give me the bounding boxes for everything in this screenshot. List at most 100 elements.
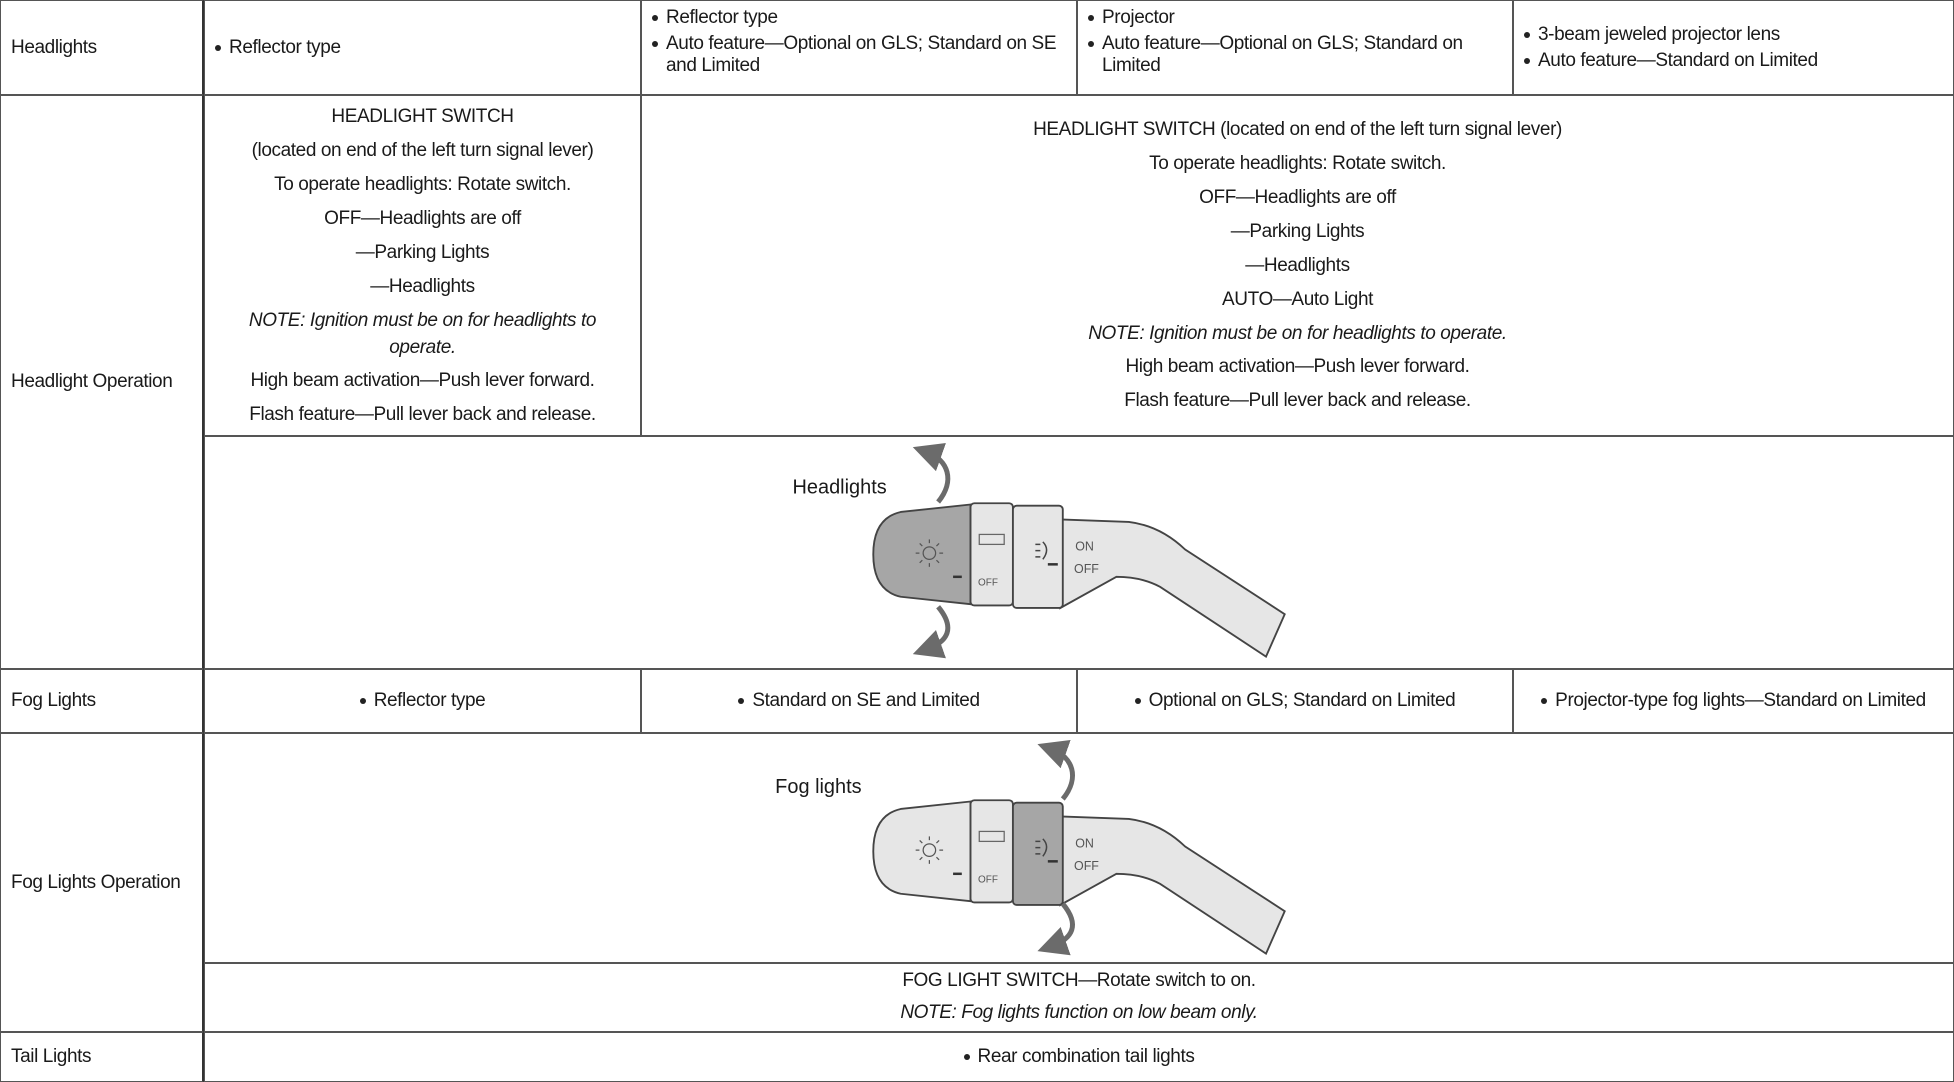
label: Fog Lights Operation	[11, 871, 181, 893]
bullet	[1134, 697, 1141, 704]
fog-icon	[1035, 838, 1048, 857]
bullet	[359, 697, 366, 704]
rotate-arrow	[1037, 740, 1075, 801]
bullet-text: Auto feature—Optional on GLS; Standard o…	[666, 33, 1057, 76]
text-line: AUTO—Auto Light	[1221, 289, 1373, 310]
text-line: HEADLIGHT SWITCH (located on end of the …	[1033, 119, 1562, 140]
text-line: To operate headlights: Rotate switch.	[1149, 153, 1446, 174]
bullet-text: Auto feature—Standard on Limited	[1538, 49, 1818, 71]
table-cell: Reflector type	[204, 669, 641, 733]
light-icon-ray	[935, 839, 940, 844]
bullet-item: Projector-type fog lights—Standard on Li…	[1541, 690, 1926, 712]
bullet-item: Reflector type	[652, 7, 1066, 29]
bullet-item: Projector	[1088, 7, 1502, 29]
bullet-item: 3-beam jeweled projector lens	[1524, 24, 1943, 46]
table-cell: Rear combination tail lights	[204, 1032, 1954, 1082]
off-label: OFF	[1074, 859, 1099, 873]
text-line: (located on end of the left turn signal …	[251, 139, 594, 161]
bullet	[215, 44, 221, 51]
figure-cell: OFF ON OFF Fog lights	[204, 733, 1954, 963]
bullet	[738, 697, 745, 704]
lever-tip	[872, 800, 972, 903]
bullet-text: Projector-type fog lights—Standard on Li…	[1555, 690, 1926, 711]
text-line: High beam activation—Push lever forward.	[250, 369, 595, 391]
table-cell: Projector-type fog lights—Standard on Li…	[1513, 669, 1954, 733]
table-cell: Optional on GLS; Standard on Limited	[1077, 669, 1513, 733]
lever: OFF ON OFF Fog lights	[775, 740, 1286, 956]
light-icon-ray	[935, 856, 940, 861]
bullet-text: Auto feature—Optional on GLS; Standard o…	[1102, 33, 1463, 76]
label: Headlight Operation	[11, 371, 173, 392]
bullet-text: Rear combination tail lights	[977, 1046, 1195, 1067]
bullet	[652, 41, 658, 47]
switch-band	[969, 502, 1014, 607]
note: NOTE: Fog lights function on low beam on…	[900, 1002, 1258, 1023]
light-icon-ray	[935, 542, 940, 547]
row-label: Fog Lights Operation	[0, 733, 204, 1032]
beam-icon	[978, 533, 1005, 546]
row-label: Fog Lights	[0, 669, 204, 733]
table-cell: Standard on SE and Limited	[641, 669, 1077, 733]
text-line: Flash feature—Pull lever back and releas…	[249, 403, 596, 425]
on-label: ON	[1075, 540, 1094, 554]
table-cell: Reflector type Auto feature—Optional on G…	[641, 0, 1077, 95]
bullet	[963, 1053, 970, 1060]
bullet-item: Optional on GLS; Standard on Limited	[1134, 690, 1456, 712]
text-line: OFF—Headlights are off	[1199, 187, 1396, 208]
light-icon-ray	[935, 559, 940, 564]
light-icon	[922, 546, 937, 560]
bullet-text: Standard on SE and Limited	[752, 690, 980, 711]
bullet-item: Auto feature—Optional on GLS; Standard o…	[652, 33, 1066, 77]
light-icon-ray	[919, 559, 923, 564]
light-icon-ray	[919, 542, 923, 547]
bullet-text: Reflector type	[666, 7, 778, 28]
lever-tip	[872, 503, 972, 606]
bullet-item: Auto feature—Optional on GLS; Standard o…	[1088, 33, 1502, 77]
table-cell: Projector Auto feature—Optional on GLS; S…	[1077, 0, 1513, 95]
text-line: —Headlights	[370, 275, 475, 297]
bullet-text: Projector	[1102, 7, 1175, 28]
lever: OFF ON OFF Headlights	[793, 443, 1286, 659]
row-label: Tail Lights	[0, 1032, 204, 1082]
lever-arm	[1059, 815, 1286, 955]
text-line: High beam activation—Push lever forward.	[1125, 356, 1470, 377]
rotate-arrow	[912, 605, 951, 659]
off-label: OFF	[1074, 562, 1099, 576]
on-label: ON	[1075, 837, 1094, 851]
bullet	[1541, 697, 1548, 704]
bullet-item: Standard on SE and Limited	[738, 690, 980, 712]
bullet	[652, 15, 658, 21]
text-line: —Headlights	[1245, 255, 1350, 276]
bullet-item: Rear combination tail lights	[963, 1046, 1195, 1068]
bullet	[1088, 15, 1094, 21]
lever-arm	[1059, 518, 1286, 658]
row-label: Headlights	[0, 0, 204, 95]
beam-icon	[978, 830, 1005, 843]
lever-diagram: OFF ON OFF Fog lights	[775, 740, 1286, 956]
figure-caption: Fog lights	[775, 776, 861, 798]
label: Headlights	[11, 36, 97, 58]
light-icon-ray	[919, 856, 923, 861]
text-line: FOG LIGHT SWITCH—Rotate switch to on.	[902, 970, 1256, 991]
bullet-text: Optional on GLS; Standard on Limited	[1148, 690, 1456, 711]
band-label: OFF	[978, 578, 998, 589]
label: Tail Lights	[11, 1046, 92, 1067]
table-cell: HEADLIGHT SWITCH (located on end of the …	[641, 95, 1954, 436]
bullet	[1088, 41, 1094, 47]
table-cell: Reflector type	[204, 0, 641, 95]
table-cell: 3-beam jeweled projector lens Auto featur…	[1513, 0, 1954, 95]
light-icon	[922, 843, 937, 857]
table-cell: HEADLIGHT SWITCH (located on end of the l…	[204, 95, 641, 436]
switch-band	[969, 799, 1014, 904]
text-line: HEADLIGHT SWITCH	[331, 105, 514, 127]
text-line: To operate headlights: Rotate switch.	[274, 173, 571, 195]
lever-diagram: OFF ON OFF Headlights	[793, 443, 1286, 659]
rotate-arrow	[912, 443, 951, 504]
bullet-text: 3-beam jeweled projector lens	[1538, 23, 1780, 45]
label: Fog Lights	[11, 690, 96, 711]
bullet-item: Auto feature—Standard on Limited	[1524, 50, 1943, 72]
bullet-text: Reflector type	[373, 690, 486, 711]
row-label: Headlight Operation	[0, 95, 204, 669]
fog-icon	[1035, 541, 1048, 560]
